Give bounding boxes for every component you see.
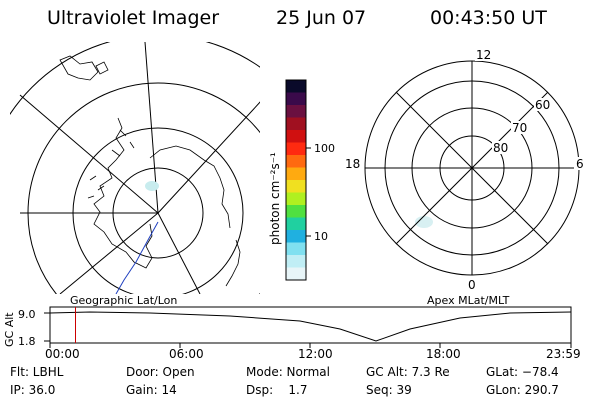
xtick-0600: 06:00	[169, 347, 204, 361]
colorbar-tick-10: 10	[314, 230, 328, 243]
satellite-track	[115, 221, 159, 294]
xtick-1200: 12:00	[298, 347, 333, 361]
mlt-label-18: 18	[345, 157, 360, 171]
date-label: 25 Jun 07	[276, 7, 367, 29]
colorbar-label: photon cm⁻²s⁻¹	[268, 152, 282, 245]
colorbar-stripe	[286, 92, 306, 106]
colorbar-stripe	[286, 255, 306, 268]
left-map-caption: Geographic Lat/Lon	[70, 294, 177, 307]
mlat-label-70: 70	[512, 121, 527, 135]
colorbar-tick-100: 100	[314, 142, 335, 155]
timeline-panel: Geographic Lat/Lon Apex MLat/MLT 9.0 1.8…	[3, 294, 581, 361]
xtick-1800: 18:00	[426, 347, 461, 361]
colorbar-stripe	[286, 230, 306, 243]
colorbar-stripe	[286, 217, 306, 231]
colorbar-stripe	[286, 167, 306, 181]
ytick-1-8: 1.8	[18, 335, 36, 348]
xtick-0000: 00:00	[45, 347, 80, 361]
coastline	[59, 55, 241, 287]
dsp-status: Dsp: 1.7	[246, 383, 308, 397]
gain-status: Gain: 14	[126, 383, 177, 397]
ip-status: IP: 36.0	[10, 383, 56, 397]
xtick-2359: 23:59	[546, 347, 581, 361]
colorbar-stripe	[286, 192, 306, 206]
colorbar-stripe	[286, 142, 306, 156]
mlt-label-12: 12	[476, 48, 491, 62]
colorbar-stripe	[286, 80, 306, 93]
longitude-lines	[19, 42, 260, 294]
mlat-label-80: 80	[493, 141, 508, 155]
ytick-9: 9.0	[18, 308, 36, 321]
geographic-map	[10, 42, 260, 294]
colorbar-stripe	[286, 130, 306, 143]
glat-status: GLat: −78.4	[486, 365, 559, 379]
colorbar-stripe	[286, 205, 306, 218]
glon-status: GLon: 290.7	[486, 383, 559, 397]
mlt-label-6: 6	[576, 157, 584, 171]
seq-status: Seq: 39	[366, 383, 412, 397]
aurora-patch-magnetic	[415, 216, 433, 228]
timeline-ylabel: GC Alt	[3, 312, 16, 347]
colorbar-stripe	[286, 105, 306, 118]
magnetic-polar-map	[364, 60, 580, 276]
door-status: Door: Open	[126, 365, 195, 379]
colorbar-stripe	[286, 117, 306, 131]
colorbar: 100 10 photon cm⁻²s⁻¹	[268, 79, 335, 281]
altitude-curve	[49, 311, 572, 342]
colorbar-stripe	[286, 155, 306, 168]
mlat-label-60: 60	[535, 98, 550, 112]
mode-status: Mode: Normal	[246, 365, 330, 379]
colorbar-stripe	[286, 267, 306, 281]
colorbar-stripe	[286, 180, 306, 193]
time-label: 00:43:50 UT	[430, 7, 547, 29]
colorbar-stripe	[286, 242, 306, 256]
app-title: Ultraviolet Imager	[47, 7, 220, 29]
gc-alt-status: GC Alt: 7.3 Re	[366, 365, 450, 379]
filter-status: Flt: LBHL	[10, 365, 64, 379]
mlt-label-0: 0	[468, 278, 476, 292]
right-map-caption: Apex MLat/MLT	[427, 294, 510, 307]
aurora-patch	[145, 181, 159, 191]
